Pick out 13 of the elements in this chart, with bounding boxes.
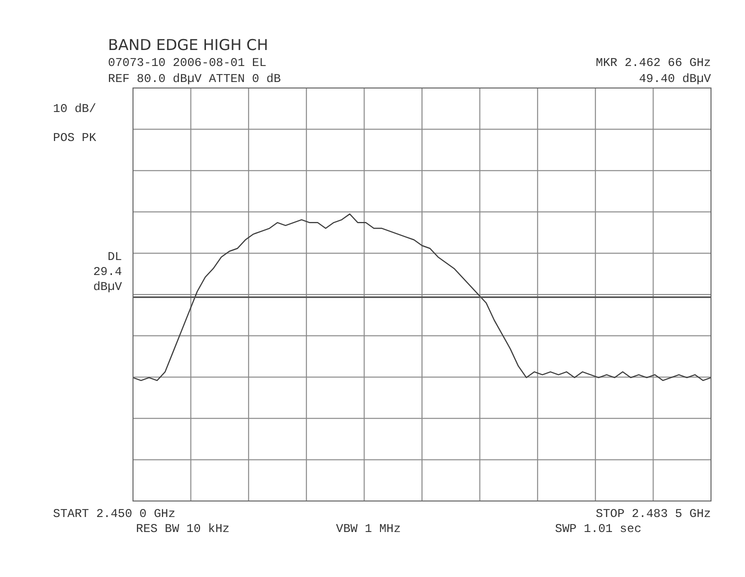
text: 49.40 dBµV [638,72,712,86]
text: STOP 2.483 5 GHz [596,507,711,521]
text: MKR 2.462 66 GHz [596,56,711,70]
text: START 2.450 0 GHz [53,507,176,521]
ref-line-label: DL 29.4 dBµV [93,250,123,294]
text: REF 80.0 dBµV ATTEN 0 dB [108,72,281,86]
text: POS PK [53,131,98,145]
text: SWP 1.01 sec [555,522,642,536]
text: BAND EDGE HIGH CH [108,36,268,54]
text: RES BW 10 kHz [136,522,230,536]
text: 10 dB/ [53,102,96,116]
text: VBW 1 MHz [336,522,401,536]
text: 07073-10 2006-08-01 EL [108,56,266,70]
